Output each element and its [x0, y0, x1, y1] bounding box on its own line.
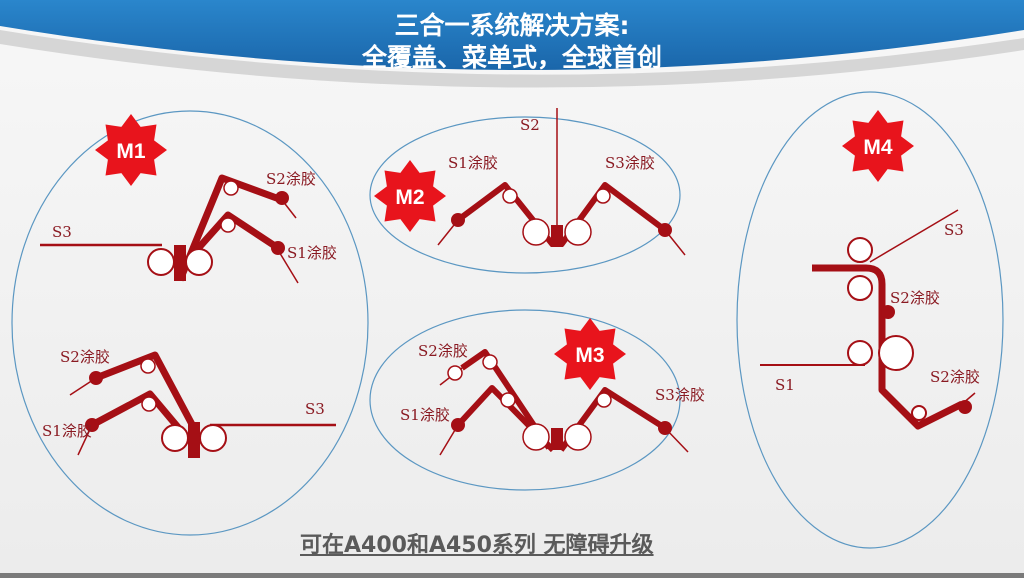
m1-ellipse — [11, 110, 369, 536]
m1-top-s1-label: S1涂胶 — [287, 244, 337, 262]
m1-bottom-s2-label: S2涂胶 — [60, 348, 110, 366]
header-shadow — [0, 30, 1024, 88]
star-badge-shape — [554, 318, 626, 390]
m3-badge-label: M3 — [575, 344, 604, 367]
star-badge-shape — [842, 110, 914, 182]
m3-badge: M3 — [554, 318, 626, 390]
m1-top-web-diagram — [40, 174, 299, 284]
m4-web-diagram — [760, 209, 976, 430]
title-line-1: 三合一系统解决方案: — [395, 11, 630, 40]
m2-s3-label: S3涂胶 — [605, 154, 655, 172]
m3-s1-label: S1涂胶 — [400, 406, 450, 424]
m1-badge-label: M1 — [116, 140, 145, 163]
m2-badge: M2 — [374, 160, 446, 232]
m2-web-diagram — [437, 108, 686, 256]
m1-badge: M1 — [95, 114, 167, 186]
star-badge-shape — [374, 160, 446, 232]
m1-top-s3-label: S3 — [52, 223, 72, 241]
m2-ellipse — [369, 116, 681, 274]
m1-bottom-s3-label: S3 — [305, 400, 325, 418]
upgrade-note: 可在A400和A450系列 无障碍升级 — [300, 533, 654, 558]
star-badge-shape — [95, 114, 167, 186]
m3-web-diagram — [439, 349, 689, 456]
m3-ellipse — [369, 309, 681, 491]
title-line-2: 全覆盖、菜单式，全球首创 — [361, 43, 662, 72]
m4-s1-label: S1 — [775, 376, 795, 394]
m4-badge: M4 — [842, 110, 914, 182]
m3-s3-label: S3涂胶 — [655, 386, 705, 404]
m4-s3-label: S3 — [944, 221, 964, 239]
m4-badge-label: M4 — [863, 136, 892, 159]
m2-badge-label: M2 — [395, 186, 424, 209]
m1-bottom-web-diagram — [69, 351, 336, 458]
m1-bottom-s1-label: S1涂胶 — [42, 422, 92, 440]
m3-s2-label: S2涂胶 — [418, 342, 468, 360]
m4-s2-top-label: S2涂胶 — [890, 289, 940, 307]
m1-top-s2-label: S2涂胶 — [266, 170, 316, 188]
m4-ellipse — [736, 91, 1004, 549]
m2-s1-label: S1涂胶 — [448, 154, 498, 172]
m2-s2-label: S2 — [520, 116, 540, 134]
bottom-bar — [0, 573, 1024, 578]
m4-s2-bottom-label: S2涂胶 — [930, 368, 980, 386]
header-band — [0, 0, 1024, 71]
